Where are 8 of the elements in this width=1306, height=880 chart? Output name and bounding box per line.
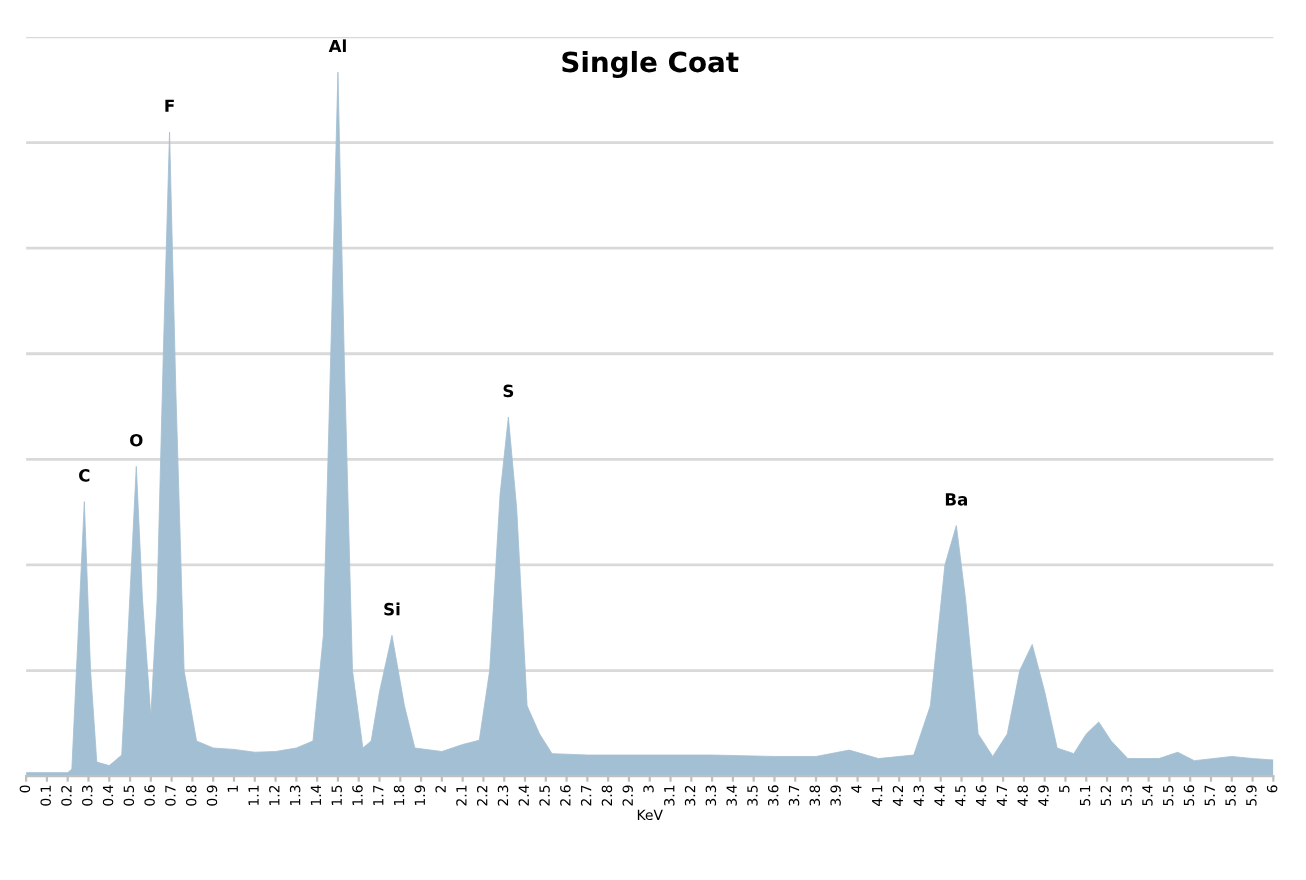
annotation: O (130, 433, 143, 447)
chart-title: Single Coat (562, 50, 739, 79)
annotation: F (165, 99, 174, 112)
annotation: Si (384, 602, 400, 616)
annotation: S (503, 384, 514, 398)
annotation: C (79, 469, 90, 482)
annotation: Al (328, 39, 346, 53)
annotation: Ba (945, 493, 968, 506)
